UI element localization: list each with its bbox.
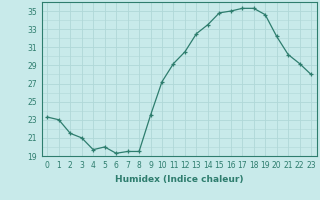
X-axis label: Humidex (Indice chaleur): Humidex (Indice chaleur) [115,175,244,184]
